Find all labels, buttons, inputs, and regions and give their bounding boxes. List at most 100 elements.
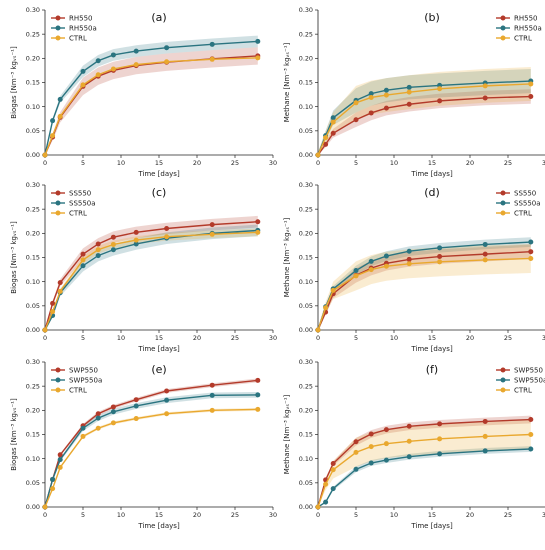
data-point xyxy=(133,416,139,422)
x-tick-label: 0 xyxy=(316,511,320,519)
data-point xyxy=(437,254,443,260)
legend-marker xyxy=(500,387,506,393)
data-point xyxy=(330,486,336,492)
series-line xyxy=(317,80,531,156)
confidence-band xyxy=(318,68,531,155)
y-tick-label: 0.00 xyxy=(26,503,40,511)
legend-marker xyxy=(55,25,61,31)
x-tick-label: 5 xyxy=(81,511,85,519)
x-axis-label: Time [days] xyxy=(410,345,453,353)
y-tick-label: 0.15 xyxy=(26,254,40,262)
x-tick-label: 10 xyxy=(117,159,125,167)
data-point xyxy=(528,239,534,245)
data-point xyxy=(209,231,215,237)
y-tick-label: 0.20 xyxy=(299,407,313,415)
y-axis-label: Methane [Nm⁻³ kgᵥₛ⁻¹] xyxy=(283,42,291,122)
data-point xyxy=(323,499,329,505)
data-point xyxy=(110,247,116,253)
data-point xyxy=(353,268,359,274)
data-point xyxy=(528,446,534,452)
y-tick-label: 0.15 xyxy=(299,431,313,439)
legend-marker xyxy=(55,210,61,216)
data-point xyxy=(437,245,443,251)
data-point xyxy=(80,257,86,263)
data-point xyxy=(353,439,359,445)
y-tick-label: 0.30 xyxy=(299,181,313,189)
data-point xyxy=(368,94,374,100)
data-point xyxy=(383,427,389,433)
x-axis-label: Time [days] xyxy=(137,170,180,178)
legend-marker xyxy=(55,35,61,41)
data-point xyxy=(57,96,63,102)
x-tick-label: 30 xyxy=(269,334,277,342)
series-line xyxy=(317,83,531,156)
y-tick-label: 0.20 xyxy=(26,55,40,63)
data-point xyxy=(368,91,374,97)
x-tick-label: 0 xyxy=(43,511,47,519)
legend-marker xyxy=(500,25,506,31)
y-tick-label: 0.05 xyxy=(299,302,313,310)
data-point xyxy=(437,451,443,457)
y-tick-label: 0.30 xyxy=(26,6,40,14)
x-tick-label: 0 xyxy=(43,159,47,167)
data-point xyxy=(42,327,48,333)
x-tick-label: 5 xyxy=(81,334,85,342)
series-line xyxy=(44,231,258,331)
legend-label: SWP550 xyxy=(514,366,543,374)
data-point xyxy=(255,38,261,44)
x-tick-label: 30 xyxy=(542,334,545,342)
data-point xyxy=(95,241,101,247)
x-tick-label: 10 xyxy=(390,334,398,342)
x-tick-label: 20 xyxy=(466,334,474,342)
data-point xyxy=(80,425,86,431)
data-point xyxy=(315,504,321,510)
legend-marker xyxy=(55,190,61,196)
data-point xyxy=(80,433,86,439)
x-tick-label: 0 xyxy=(316,159,320,167)
data-point xyxy=(95,72,101,78)
legend-marker xyxy=(55,377,61,383)
data-point xyxy=(482,251,488,257)
y-tick-label: 0.30 xyxy=(299,6,313,14)
y-tick-label: 0.30 xyxy=(26,181,40,189)
data-point xyxy=(164,388,170,394)
data-point xyxy=(57,457,63,463)
legend-label: CTRL xyxy=(514,34,532,42)
x-tick-label: 0 xyxy=(316,334,320,342)
confidence-band xyxy=(45,35,258,155)
data-point xyxy=(482,241,488,247)
data-point xyxy=(133,62,139,68)
legend-label: CTRL xyxy=(69,386,87,394)
data-point xyxy=(330,287,336,293)
data-point xyxy=(528,417,534,423)
series-line xyxy=(317,251,531,331)
data-point xyxy=(383,263,389,269)
data-point xyxy=(164,45,170,51)
data-point xyxy=(528,94,534,100)
legend-marker xyxy=(55,15,61,21)
x-tick-label: 15 xyxy=(428,511,436,519)
legend-label: CTRL xyxy=(514,209,532,217)
y-axis-label: Methane [Nm⁻³ kgᵥₛ⁻¹] xyxy=(283,394,291,474)
data-point xyxy=(383,457,389,463)
y-tick-label: 0.20 xyxy=(299,55,313,63)
x-tick-label: 30 xyxy=(542,511,545,519)
confidence-band xyxy=(318,89,531,155)
y-tick-label: 0.00 xyxy=(26,326,40,334)
data-point xyxy=(406,454,412,460)
series-line xyxy=(317,418,531,508)
y-axis-label: Biogas [Nm⁻³ kgᵥₛ⁻¹] xyxy=(10,398,18,471)
data-point xyxy=(209,407,215,413)
x-tick-label: 30 xyxy=(542,159,545,167)
y-tick-label: 0.25 xyxy=(299,205,313,213)
y-tick-label: 0.05 xyxy=(26,127,40,135)
data-point xyxy=(255,55,261,61)
y-tick-label: 0.20 xyxy=(26,230,40,238)
panel-tag: (e) xyxy=(151,363,166,376)
data-point xyxy=(330,467,336,473)
data-point xyxy=(406,261,412,267)
y-tick-label: 0.00 xyxy=(299,503,313,511)
data-point xyxy=(482,83,488,89)
series-line xyxy=(44,379,258,508)
